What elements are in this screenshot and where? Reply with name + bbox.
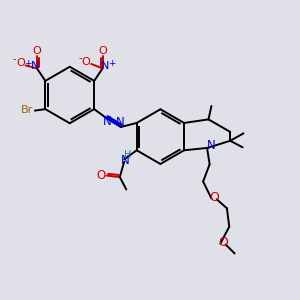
Text: +: + (108, 58, 116, 68)
Text: N: N (116, 116, 124, 129)
Text: O: O (218, 236, 228, 249)
Text: O: O (96, 169, 106, 182)
Text: -: - (78, 53, 82, 63)
Text: N: N (207, 139, 216, 152)
Text: N: N (121, 154, 130, 166)
Text: +: + (24, 58, 31, 68)
Text: N: N (31, 61, 39, 71)
Text: -: - (12, 55, 16, 64)
Text: N: N (103, 115, 111, 128)
Text: O: O (209, 191, 219, 204)
Text: O: O (16, 58, 25, 68)
Text: N: N (100, 61, 109, 71)
Text: O: O (98, 46, 107, 56)
Text: O: O (33, 46, 41, 56)
Text: H: H (124, 150, 131, 160)
Text: O: O (82, 57, 90, 67)
Text: Br: Br (21, 105, 33, 115)
